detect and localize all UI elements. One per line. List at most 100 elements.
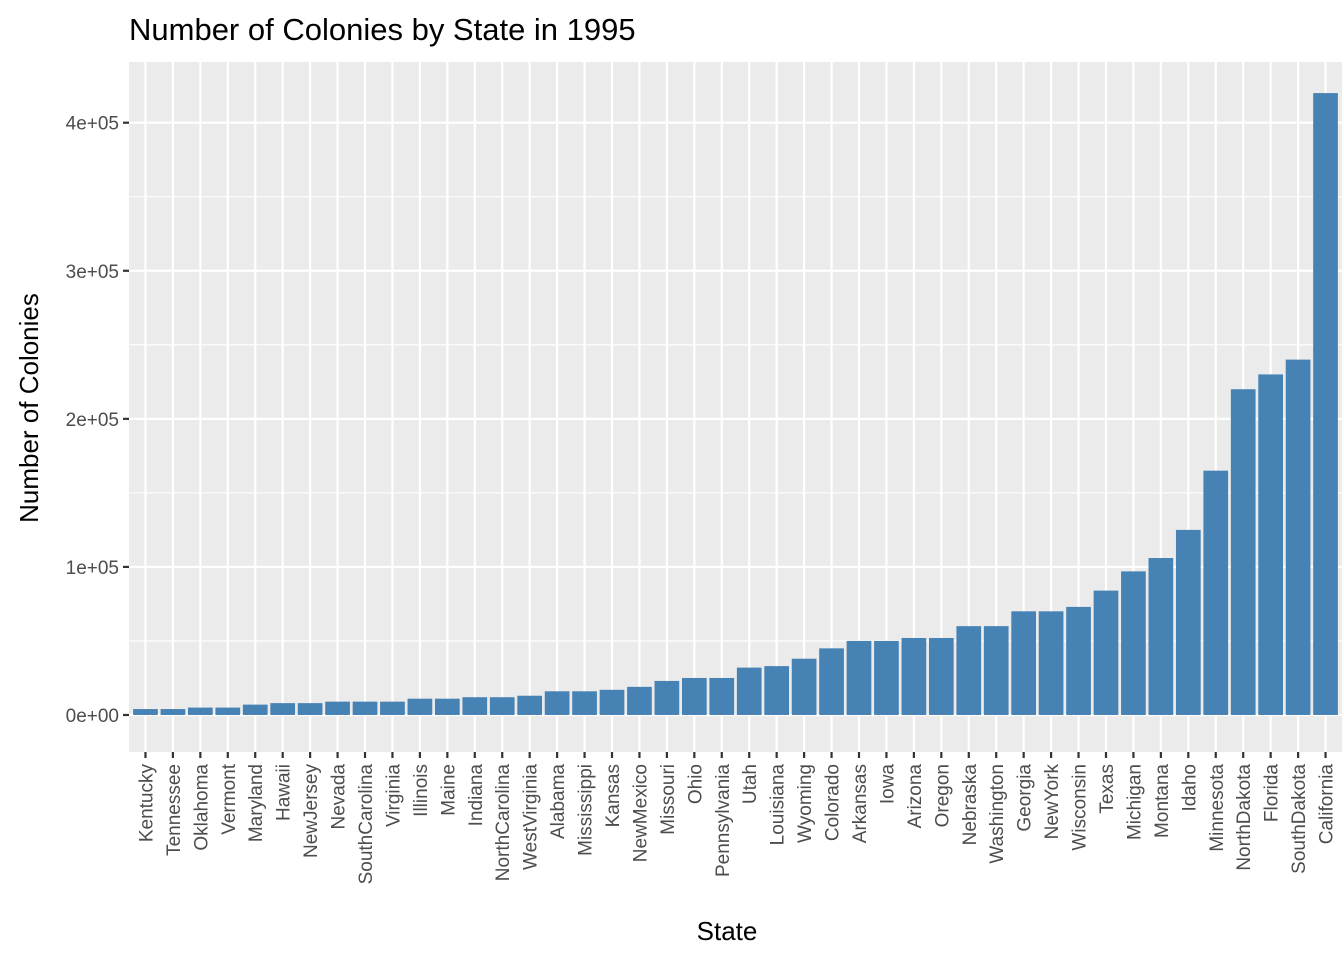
bar-illinois — [407, 698, 433, 715]
x-tick-label: Nebraska — [960, 764, 981, 846]
x-tick-label: Virginia — [383, 764, 404, 827]
x-tick-label: Maryland — [246, 764, 267, 842]
x-tick-label: SouthCarolina — [356, 764, 377, 885]
x-tick-label: Kentucky — [136, 764, 157, 843]
x-tick-label: Mississippi — [576, 764, 597, 856]
bar-kentucky — [133, 709, 158, 715]
bar-vermont — [215, 707, 241, 715]
bar-nebraska — [956, 626, 982, 715]
bar-southdakota — [1285, 359, 1311, 715]
bar-newjersey — [297, 703, 323, 715]
bar-southcarolina — [352, 701, 378, 715]
bar-oklahoma — [188, 707, 213, 715]
x-tick-label: California — [1317, 764, 1338, 845]
bar-michigan — [1121, 571, 1146, 715]
bar-virginia — [380, 701, 405, 715]
bar-mississippi — [572, 691, 597, 715]
bar-indiana — [462, 697, 488, 715]
y-tick-label: 3e+05 — [66, 262, 119, 283]
bar-texas — [1093, 590, 1119, 715]
x-tick-label: NewYork — [1042, 764, 1063, 840]
x-tick-label: Montana — [1152, 764, 1173, 838]
bar-minnesota — [1203, 470, 1229, 715]
bar-newmexico — [627, 686, 652, 715]
x-tick-label: Minnesota — [1207, 764, 1228, 852]
x-tick-label: Vermont — [219, 763, 240, 834]
bar-montana — [1148, 558, 1174, 715]
x-tick-label: Maine — [438, 764, 459, 816]
x-tick-label: Florida — [1262, 764, 1283, 823]
x-tick-label: Indiana — [466, 764, 487, 827]
bar-hawaii — [270, 703, 296, 715]
bar-utah — [736, 667, 762, 715]
x-tick-label: Hawaii — [274, 764, 295, 821]
x-tick-label: Oregon — [932, 764, 953, 827]
y-tick-label: 0e+00 — [66, 706, 119, 727]
x-tick-label: Arkansas — [850, 764, 871, 843]
bar-florida — [1258, 374, 1283, 715]
bar-oregon — [928, 637, 954, 715]
bar-wyoming — [791, 658, 817, 715]
x-tick-label: Michigan — [1124, 764, 1145, 840]
x-tick-label: Kansas — [603, 764, 624, 827]
bar-iowa — [874, 640, 899, 715]
x-tick-label: Tennessee — [164, 764, 185, 856]
x-tick-label: Nevada — [329, 764, 350, 830]
x-tick-label: Missouri — [658, 764, 679, 835]
bar-pennsylvania — [709, 677, 735, 715]
bar-georgia — [1011, 611, 1037, 715]
bar-newyork — [1038, 611, 1064, 715]
x-tick-label: Louisiana — [768, 764, 789, 846]
bar-northcarolina — [489, 697, 515, 715]
x-tick-label: Pennsylvania — [713, 764, 734, 877]
y-tick-label: 1e+05 — [66, 558, 119, 579]
x-axis-title: State — [697, 916, 758, 946]
x-tick-label: Wyoming — [795, 764, 816, 843]
bar-arkansas — [846, 640, 872, 715]
x-tick-label: Arizona — [905, 764, 926, 829]
x-tick-label: Georgia — [1015, 764, 1036, 832]
bar-northdakota — [1230, 389, 1256, 715]
chart-title: Number of Colonies by State in 1995 — [129, 12, 636, 47]
bar-idaho — [1175, 529, 1201, 715]
bar-ohio — [681, 677, 707, 715]
x-tick-label: NewMexico — [630, 764, 651, 862]
bar-louisiana — [764, 666, 790, 715]
bar-alabama — [544, 691, 570, 715]
x-tick-label: Illinois — [411, 764, 432, 817]
bar-washington — [983, 626, 1009, 715]
y-axis-title: Number of Colonies — [14, 293, 44, 523]
x-tick-label: SouthDakota — [1289, 764, 1310, 874]
x-tick-label: Idaho — [1179, 764, 1200, 812]
y-tick-label: 2e+05 — [66, 410, 119, 431]
x-tick-label: Iowa — [877, 764, 898, 805]
x-tick-label: Utah — [740, 764, 761, 804]
x-tick-label: Alabama — [548, 764, 569, 839]
x-tick-label: NewJersey — [301, 764, 322, 858]
bar-nevada — [325, 701, 350, 715]
x-tick-label: Oklahoma — [191, 764, 212, 851]
x-tick-label: Washington — [987, 764, 1008, 864]
bar-missouri — [654, 680, 680, 715]
bar-california — [1313, 93, 1338, 715]
bar-westvirginia — [517, 695, 543, 715]
x-axis: Kentucky Tennessee Oklahoma Vermont Maryland… — [136, 752, 1338, 885]
x-tick-label: WestVirginia — [521, 764, 542, 870]
bar-tennessee — [160, 709, 186, 715]
bar-arizona — [901, 637, 927, 715]
x-tick-label: Texas — [1097, 764, 1118, 814]
bars — [133, 93, 1338, 715]
bar-wisconsin — [1066, 606, 1091, 715]
x-tick-label: NorthDakota — [1234, 764, 1255, 871]
bar-kansas — [599, 689, 625, 715]
x-tick-label: Wisconsin — [1070, 764, 1091, 851]
x-tick-label: Colorado — [823, 764, 844, 841]
x-tick-label: NorthCarolina — [493, 764, 514, 882]
x-tick-label: Ohio — [685, 764, 706, 804]
y-axis: 0e+00 1e+05 2e+05 3e+05 4e+05 — [66, 114, 129, 727]
bar-maryland — [242, 704, 268, 715]
bar-colorado — [819, 648, 844, 715]
y-tick-label: 4e+05 — [66, 114, 119, 135]
bar-maine — [434, 698, 460, 715]
